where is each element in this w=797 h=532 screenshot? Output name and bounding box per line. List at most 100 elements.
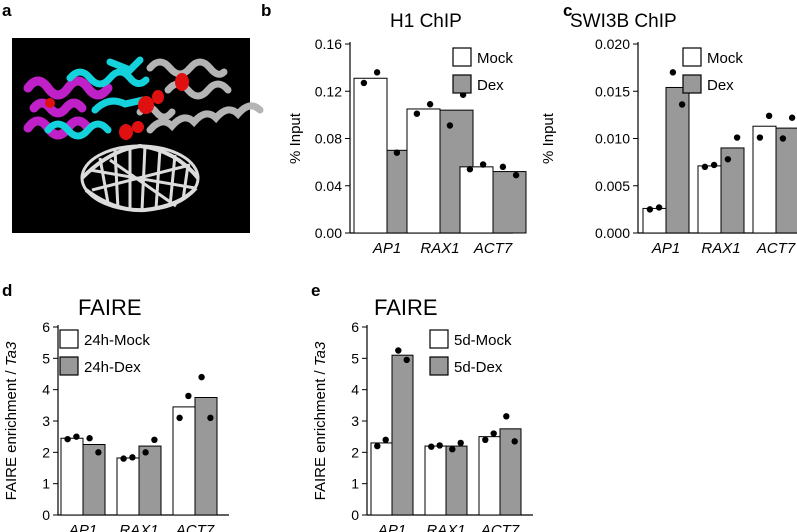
legend-swatch — [452, 47, 472, 67]
y-tick-label: 0.020 — [595, 36, 630, 52]
y-tick-label: 0.08 — [315, 131, 342, 147]
category-label: RAX1 — [426, 522, 465, 532]
data-point — [426, 101, 434, 108]
bar-mock — [478, 436, 501, 516]
panel-label-e: e — [311, 281, 320, 300]
category-label: RAX1 — [420, 240, 459, 257]
data-point — [95, 449, 102, 456]
y-tick-label: 3 — [351, 413, 359, 429]
y-tick-label: 0.010 — [595, 131, 630, 147]
legend-label: 5d-Dex — [454, 359, 503, 376]
category-label: RAX1 — [701, 240, 740, 257]
data-point — [413, 110, 421, 117]
data-point — [733, 134, 741, 141]
data-point — [710, 161, 718, 169]
y-tick-label: 3 — [42, 413, 50, 429]
y-tick-label: 1 — [42, 476, 50, 492]
legend-label: Dex — [707, 77, 734, 94]
y-tick-label: 6 — [351, 319, 359, 335]
data-point — [511, 438, 518, 445]
y-axis-label-text: % Input — [540, 112, 557, 164]
bar-mock — [370, 442, 393, 516]
chart-swi3b-chip: SWI3B ChIP 0.000 0.005 0.010 0.015 0.020 % Inp… — [540, 11, 797, 257]
data-point — [64, 435, 71, 443]
y-axis-label: FAIRE enrichment / Ta3 — [3, 341, 20, 500]
legend-swatch — [59, 329, 79, 349]
panel-label-d: d — [2, 281, 12, 300]
data-point — [499, 163, 507, 171]
data-point — [86, 435, 93, 442]
y-tick-label: 0.00 — [315, 225, 342, 241]
bar-mock — [116, 457, 140, 516]
category-label: AP1 — [68, 522, 97, 532]
y-tick-label: 0.015 — [595, 83, 630, 99]
y-tick-label: 4 — [351, 382, 359, 398]
chart-title: FAIRE — [374, 295, 438, 320]
data-point — [176, 414, 183, 422]
y-axis-label-text: % Input — [287, 112, 304, 164]
data-point — [120, 455, 127, 462]
bar-dex — [82, 444, 106, 516]
data-point — [701, 163, 709, 171]
data-point — [503, 413, 510, 420]
bar-dex — [391, 354, 414, 516]
chart-title: SWI3B ChIP — [570, 11, 677, 32]
bar-mock — [424, 445, 447, 516]
data-point — [765, 112, 773, 120]
panel-label-b: b — [261, 1, 271, 20]
y-tick-label: 0.12 — [315, 83, 342, 99]
y-axis-label-italic: Ta3 — [3, 341, 20, 366]
legend-swatch — [682, 74, 702, 94]
data-point — [393, 149, 401, 156]
chart-h1-chip: H1 ChIP 0.00 0.04 0.08 0.12 0.16 % Input AP1 RAX… — [287, 11, 527, 257]
y-axis-label-italic: Ta3 — [312, 341, 329, 366]
y-axis-label: % Input — [287, 112, 304, 164]
y-axis-label-text: FAIRE enrichment / — [312, 366, 329, 500]
data-point — [779, 135, 787, 142]
data-point — [395, 347, 402, 354]
data-point — [678, 101, 686, 108]
y-axis-label-text: FAIRE enrichment / — [3, 366, 20, 500]
category-label: RAX1 — [119, 522, 158, 532]
data-point — [403, 356, 410, 364]
chart-title: FAIRE — [78, 295, 142, 320]
bar-mock — [697, 165, 722, 234]
legend-label: 24h-Mock — [84, 332, 150, 349]
legend-swatch — [682, 47, 702, 67]
data-point — [482, 436, 489, 443]
data-point — [198, 373, 205, 381]
protein-dna-structure-image — [12, 38, 264, 233]
legend-swatch — [59, 356, 79, 376]
dna-helix — [80, 143, 200, 213]
bar-mock — [459, 166, 494, 234]
data-point — [382, 436, 389, 443]
legend-label: Mock — [707, 50, 743, 67]
category-label: ACT7 — [756, 240, 796, 257]
bar-dex — [492, 171, 527, 234]
category-label: AP1 — [372, 240, 401, 257]
data-point — [73, 433, 80, 440]
y-tick-label: 1 — [351, 476, 359, 492]
category-label: ACT7 — [175, 522, 215, 532]
y-tick-label: 0 — [351, 507, 359, 523]
data-point — [373, 69, 381, 76]
data-point — [490, 430, 497, 437]
y-tick-label: 4 — [42, 382, 50, 398]
legend-label: Mock — [477, 50, 513, 67]
data-point — [788, 114, 796, 121]
data-point — [756, 134, 764, 141]
y-tick-label: 2 — [351, 444, 359, 460]
legend-label: Dex — [477, 77, 504, 94]
y-tick-label: 5 — [42, 350, 50, 366]
category-label: AP1 — [377, 522, 406, 532]
chart-faire-24h: FAIRE 0 1 2 3 4 5 6 FAIRE enrichment / Ta3 AP1 RAX… — [3, 295, 229, 532]
category-label: ACT7 — [473, 240, 513, 257]
bar-mock — [406, 108, 441, 234]
y-tick-label: 0.005 — [595, 178, 630, 194]
bar-mock — [353, 77, 388, 234]
data-point — [151, 436, 158, 443]
y-tick-label: 6 — [42, 319, 50, 335]
data-point — [436, 442, 443, 449]
data-point — [669, 69, 677, 76]
data-point — [185, 392, 192, 400]
